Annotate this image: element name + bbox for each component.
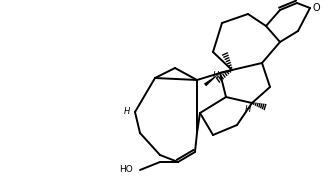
- Text: O: O: [313, 3, 321, 13]
- Text: HO: HO: [119, 165, 133, 174]
- Text: H: H: [245, 105, 251, 115]
- Polygon shape: [204, 73, 220, 86]
- Text: H: H: [124, 108, 130, 117]
- Text: H: H: [213, 71, 219, 80]
